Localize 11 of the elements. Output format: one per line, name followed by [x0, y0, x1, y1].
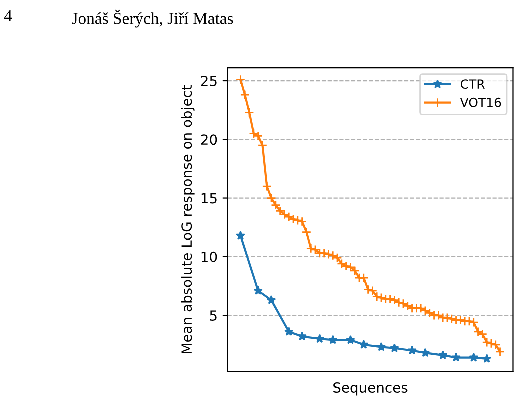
text: Jonáš Šerých, Jiří Matas [72, 10, 234, 28]
x-axis-title: Sequences [334, 382, 408, 396]
y-axis-title: Mean absolute LoG response on object [181, 86, 195, 354]
text: 4 [4, 10, 12, 22]
y-tick-label: 15 [202, 193, 217, 204]
y-tick-label: 5 [210, 310, 217, 322]
y-tick-label: 25 [201, 76, 217, 86]
y-tick-label: 10 [202, 252, 218, 262]
legend-label: VOT16 [460, 98, 502, 108]
y-tick-label: 20 [201, 134, 218, 146]
legend-label: CTR [460, 80, 485, 90]
